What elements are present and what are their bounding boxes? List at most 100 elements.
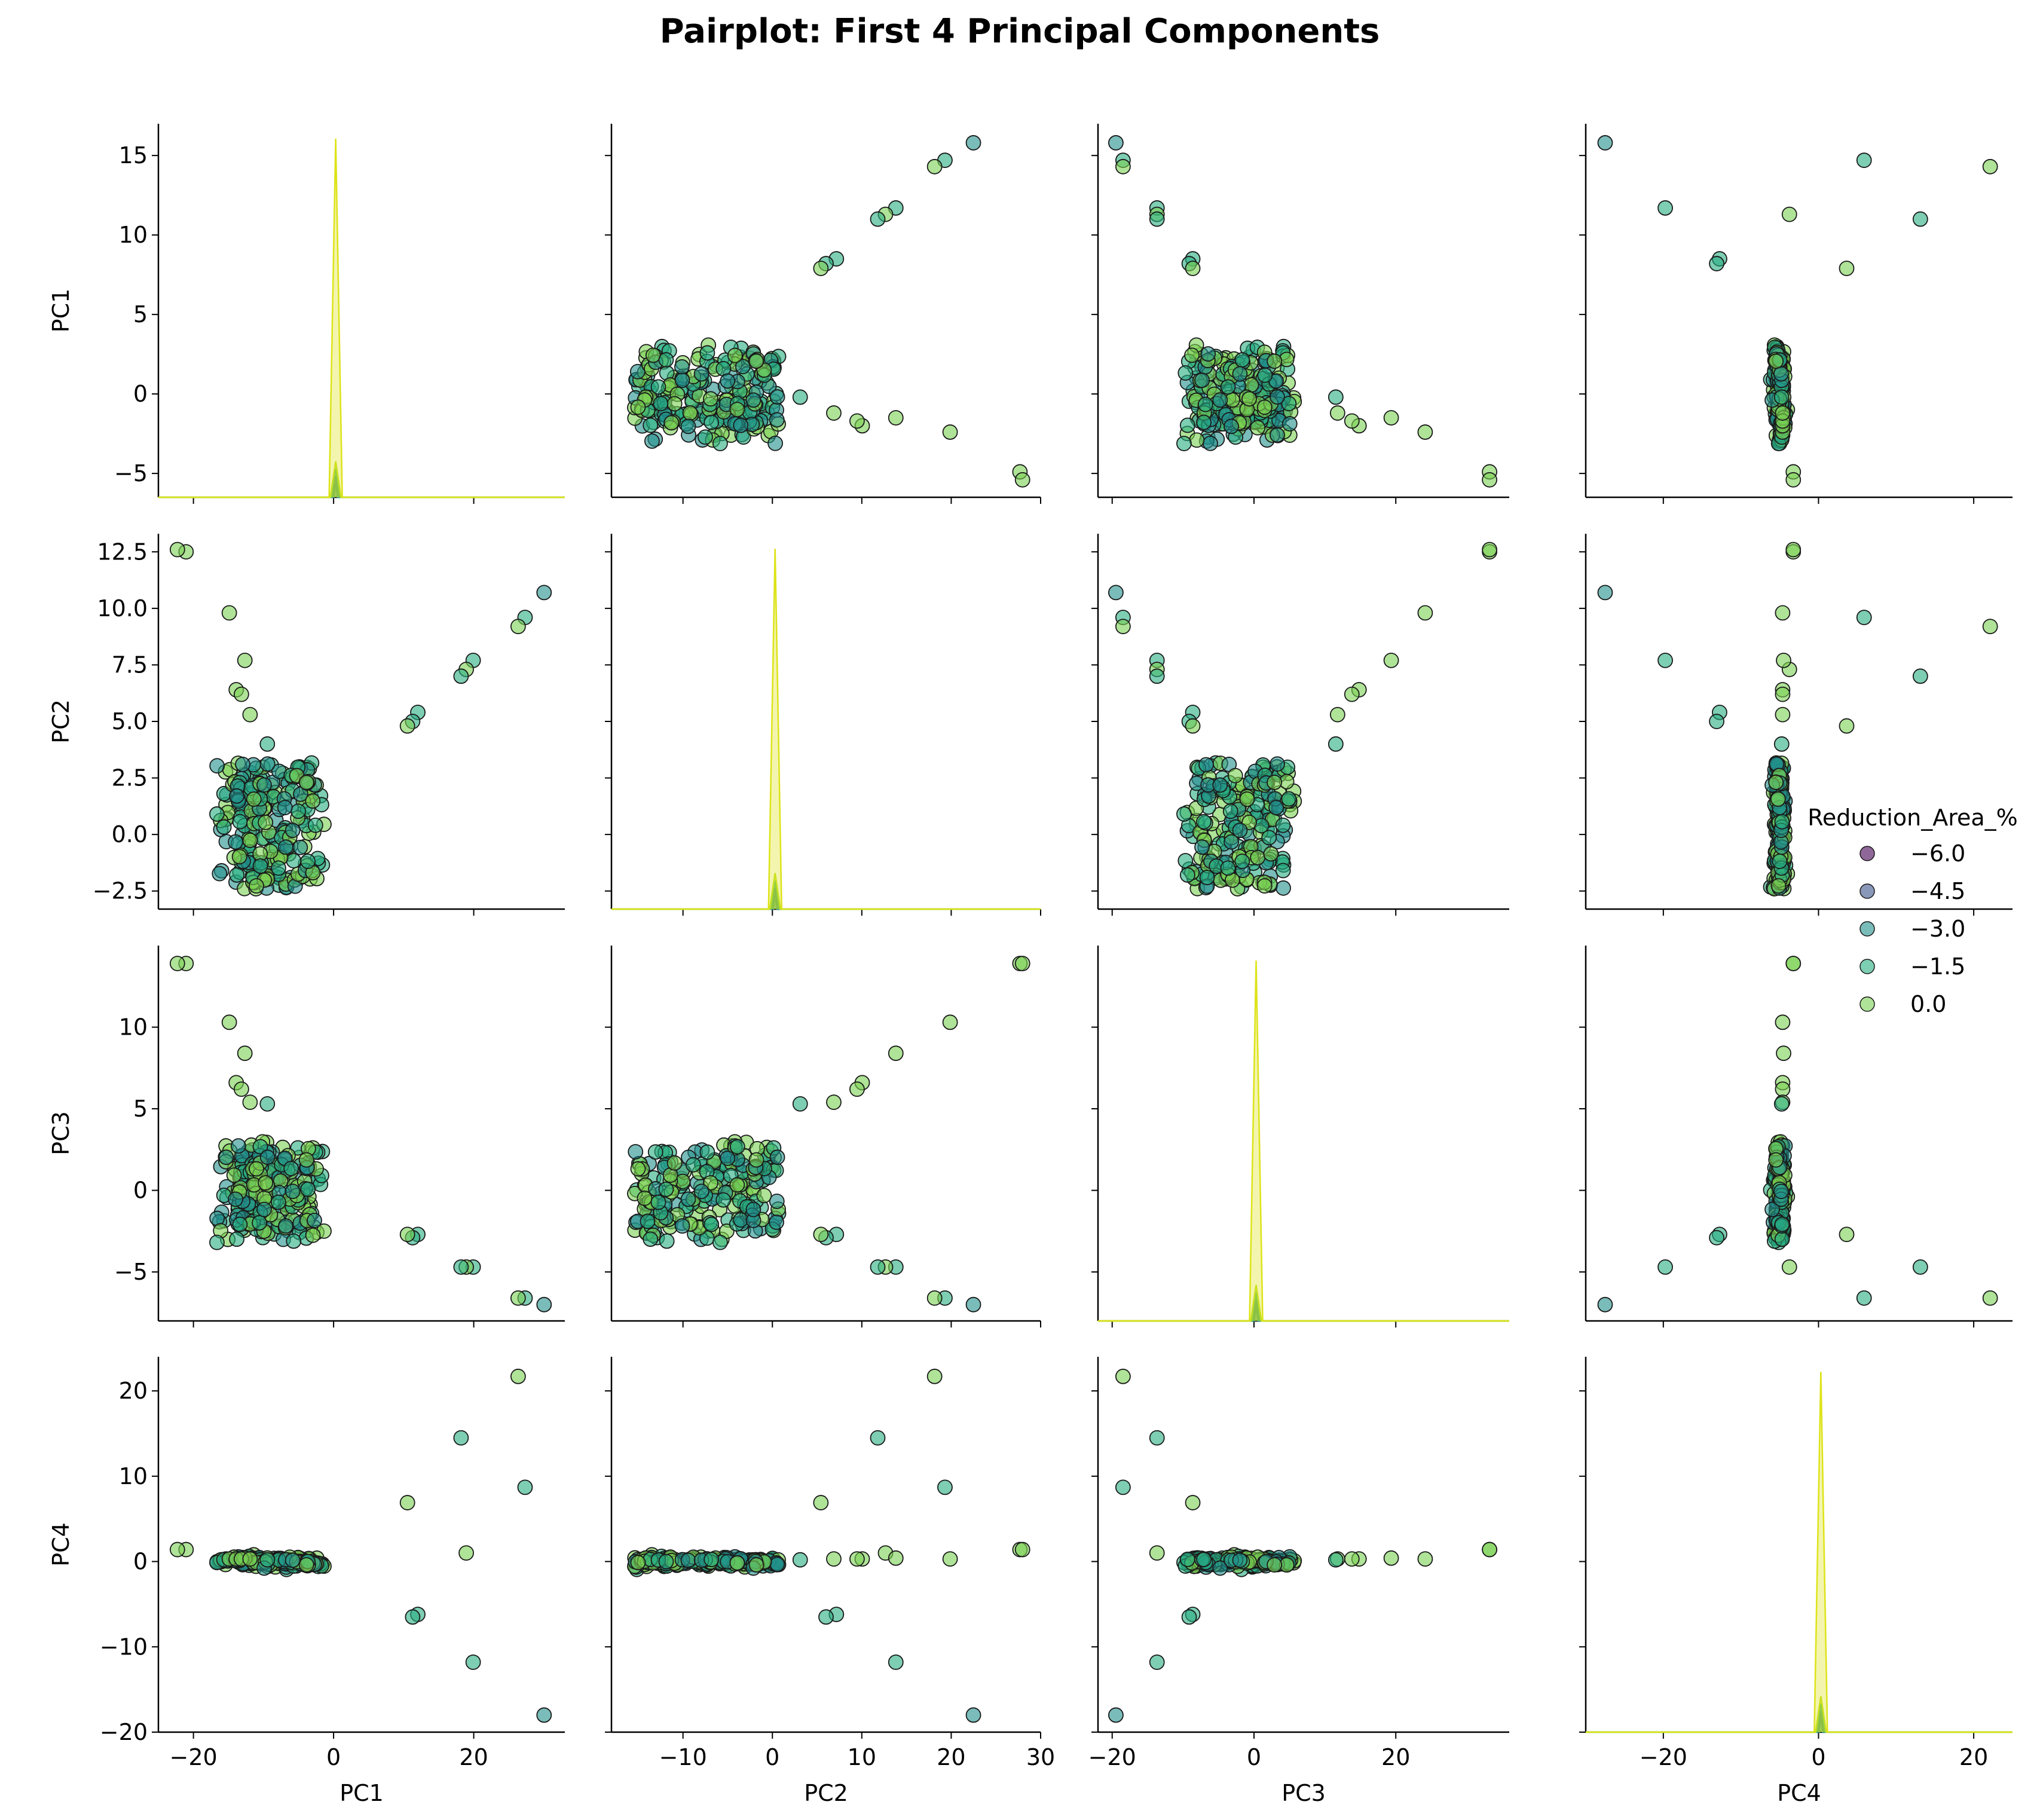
- scatter-point: [1115, 619, 1131, 635]
- scatter-point: [658, 1553, 674, 1570]
- scatter-point: [888, 410, 904, 426]
- scatter-point: [226, 1167, 242, 1183]
- x-tick-label: 20: [1381, 1744, 1410, 1770]
- scatter-point: [277, 800, 293, 816]
- scatter-point: [286, 853, 302, 868]
- y-tick-label: 0.0: [112, 821, 148, 848]
- scatter-point: [399, 1495, 415, 1510]
- x-tick-label: −20: [1088, 1744, 1136, 1770]
- scatter-point: [1482, 542, 1497, 558]
- kde-curve: [1098, 961, 1509, 1322]
- scatter-point: [229, 1231, 245, 1247]
- scatter-point: [1768, 353, 1784, 369]
- scatter-point: [1912, 668, 1928, 684]
- scatter-point: [1383, 1550, 1399, 1566]
- scatter-point: [650, 1194, 666, 1210]
- scatter-point: [1200, 346, 1216, 362]
- scatter-point: [1329, 706, 1345, 723]
- scatter-point: [1267, 1557, 1283, 1573]
- scatter-point: [1179, 417, 1195, 433]
- scatter-point: [242, 1551, 258, 1567]
- x-tick-label: 20: [1959, 1744, 1988, 1770]
- scatter-point: [169, 956, 185, 971]
- kde-curve: [1098, 1284, 1509, 1322]
- scatter-point: [1281, 396, 1297, 412]
- scatter-point: [1149, 211, 1165, 227]
- scatter-point: [643, 1231, 659, 1247]
- scatter-point: [1764, 1201, 1780, 1218]
- kde-curve: [158, 138, 565, 498]
- scatter-point: [965, 1296, 981, 1313]
- scatter-point: [1276, 880, 1291, 896]
- scatter-point: [1770, 878, 1787, 894]
- scatter-point: [1194, 372, 1210, 389]
- y-tick-label: 10: [119, 1463, 148, 1489]
- scatter-point: [937, 1479, 953, 1495]
- scatter-point: [1108, 135, 1124, 151]
- scatter-point: [1768, 1152, 1784, 1168]
- scatter-point: [399, 718, 415, 734]
- y-tick-label: 5.0: [112, 708, 148, 735]
- scatter-point: [1417, 1551, 1433, 1567]
- legend: Reduction_Area_% −6.0 −4.5 −3.0 −1.5 0.0: [1807, 805, 2018, 1017]
- scatter-point: [242, 833, 258, 848]
- scatter-point: [252, 858, 268, 874]
- scatter-point: [1839, 1226, 1855, 1243]
- y-tick-label: −10: [100, 1634, 148, 1660]
- y-tick-label: 20: [119, 1378, 148, 1404]
- scatter-point: [729, 1555, 745, 1571]
- x-axis-label: PC4: [1777, 1780, 1821, 1806]
- scatter-point: [1781, 1259, 1797, 1275]
- scatter-point: [1417, 424, 1433, 440]
- scatter-point: [1199, 870, 1215, 885]
- x-axis-label: PC3: [1282, 1780, 1326, 1806]
- scatter-point: [650, 379, 666, 395]
- scatter-point: [1115, 1368, 1131, 1384]
- scatter-point: [1196, 813, 1212, 830]
- x-tick-label: 20: [937, 1744, 965, 1770]
- legend-label: 0.0: [1910, 991, 1946, 1017]
- scatter-point: [169, 1541, 185, 1558]
- scatter-point: [510, 1368, 526, 1384]
- scatter-point: [300, 1181, 316, 1197]
- scatter-point: [826, 405, 842, 421]
- scatter-point: [258, 1175, 274, 1191]
- scatter-point: [630, 1161, 646, 1177]
- scatter-point: [727, 347, 743, 363]
- scatter-point: [405, 1609, 421, 1625]
- scatter-point: [1417, 605, 1433, 621]
- scatter-point: [1234, 352, 1250, 368]
- scatter-point: [813, 261, 829, 276]
- kde-curve: [1586, 1703, 2013, 1733]
- scatter-point: [735, 359, 751, 375]
- scatter-point: [748, 1557, 764, 1573]
- scatter-point: [1115, 158, 1131, 175]
- scatter-point: [259, 756, 276, 772]
- scatter-point: [699, 345, 715, 361]
- scatter-point: [643, 417, 659, 433]
- scatter-point: [748, 353, 764, 369]
- scatter-point: [1776, 1045, 1791, 1062]
- scatter-point: [1982, 1290, 1998, 1306]
- scatter-point: [212, 865, 228, 882]
- scatter-point: [1709, 1229, 1724, 1246]
- legend-marker: [1859, 921, 1875, 937]
- scatter-point: [298, 775, 314, 790]
- kde-curve: [611, 887, 1041, 910]
- scatter-point: [249, 1161, 264, 1177]
- scatter-point: [1149, 1654, 1165, 1670]
- scatter-point: [630, 399, 646, 415]
- scatter-point: [1709, 256, 1724, 271]
- scatter-point: [1775, 1014, 1791, 1030]
- y-tick-label: 0: [133, 1549, 148, 1575]
- scatter-point: [826, 1094, 842, 1111]
- scatter-point: [1328, 736, 1344, 752]
- kde-curve: [1098, 1306, 1509, 1322]
- scatter-point: [453, 1430, 469, 1446]
- scatter-point: [242, 1094, 258, 1111]
- scatter-point: [792, 389, 808, 405]
- x-tick-label: 10: [848, 1744, 876, 1770]
- scatter-point: [270, 860, 286, 876]
- kde-curve: [158, 482, 565, 498]
- scatter-point: [1657, 1259, 1673, 1275]
